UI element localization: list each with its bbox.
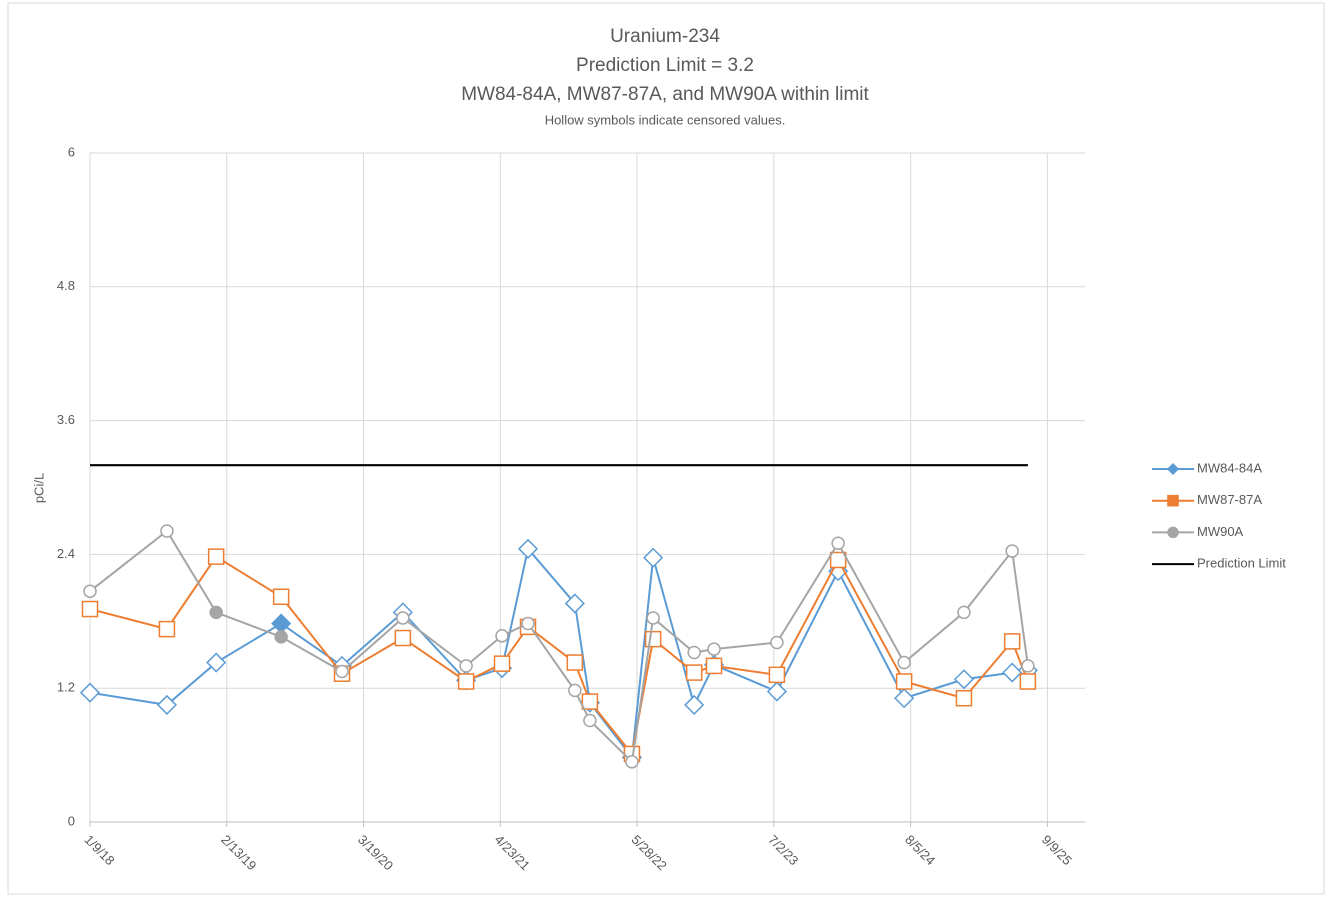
legend-marker bbox=[1166, 462, 1180, 476]
data-point bbox=[770, 635, 784, 650]
y-tick-label: 0 bbox=[68, 813, 75, 828]
y-tick-label: 6 bbox=[68, 144, 75, 159]
data-point bbox=[831, 536, 845, 550]
data-point bbox=[335, 664, 349, 679]
data-point bbox=[160, 524, 174, 538]
data-point bbox=[81, 600, 99, 618]
data-point bbox=[1003, 633, 1021, 650]
data-point bbox=[459, 659, 473, 673]
data-point bbox=[79, 682, 101, 703]
data-point bbox=[685, 664, 703, 681]
data-point bbox=[209, 605, 223, 620]
y-tick-label: 4.8 bbox=[57, 278, 75, 293]
data-point bbox=[493, 655, 511, 672]
data-point bbox=[83, 584, 97, 598]
data-point bbox=[895, 673, 913, 690]
legend-label: Prediction Limit bbox=[1197, 556, 1286, 571]
data-point bbox=[766, 681, 787, 702]
y-axis-label: pCi/L bbox=[31, 473, 46, 503]
data-point bbox=[643, 547, 664, 568]
data-point bbox=[156, 694, 177, 715]
data-point bbox=[644, 630, 662, 648]
data-point bbox=[564, 593, 585, 614]
data-point bbox=[457, 673, 475, 690]
data-point bbox=[1019, 673, 1037, 690]
data-point bbox=[646, 611, 660, 625]
data-point bbox=[274, 630, 288, 644]
y-tick-label: 2.4 bbox=[57, 546, 75, 561]
y-tick-label: 1.2 bbox=[57, 680, 75, 695]
data-point bbox=[396, 611, 410, 625]
data-point bbox=[953, 669, 975, 690]
data-point bbox=[705, 657, 723, 675]
legend-marker bbox=[1167, 526, 1179, 539]
y-tick-label: 3.6 bbox=[57, 412, 75, 427]
data-point bbox=[625, 755, 639, 769]
chart-title: Uranium-234 bbox=[610, 26, 720, 47]
data-point bbox=[583, 713, 597, 728]
data-point bbox=[394, 629, 412, 647]
data-point bbox=[521, 616, 535, 631]
legend-marker bbox=[1167, 494, 1179, 507]
data-point bbox=[1002, 662, 1023, 683]
data-point bbox=[684, 694, 705, 715]
data-point bbox=[568, 683, 582, 698]
chart-title-line: Prediction Limit = 3.2 bbox=[576, 55, 754, 76]
chart-title-line: MW84-84A, MW87-87A, and MW90A within lim… bbox=[461, 84, 869, 105]
data-point bbox=[158, 620, 176, 638]
data-point bbox=[687, 645, 701, 660]
data-point bbox=[768, 666, 786, 684]
chart-border bbox=[7, 2, 1325, 895]
chart-subtitle: Hollow symbols indicate censored values. bbox=[545, 112, 786, 127]
data-point bbox=[272, 588, 290, 606]
data-point bbox=[566, 654, 584, 671]
data-point bbox=[897, 655, 911, 670]
data-point bbox=[495, 629, 509, 643]
legend-label: MW87-87A bbox=[1197, 492, 1262, 507]
data-point bbox=[894, 688, 915, 709]
legend-label: MW84-84A bbox=[1197, 460, 1262, 475]
data-point bbox=[829, 551, 847, 569]
data-point bbox=[707, 642, 721, 656]
data-point bbox=[206, 652, 227, 673]
data-point bbox=[1005, 544, 1019, 558]
data-point bbox=[955, 689, 973, 707]
data-point bbox=[517, 538, 539, 559]
data-point bbox=[957, 605, 971, 620]
legend-label: MW90A bbox=[1197, 524, 1244, 539]
data-point bbox=[207, 548, 225, 565]
data-point bbox=[1021, 659, 1035, 673]
data-point bbox=[581, 693, 599, 710]
